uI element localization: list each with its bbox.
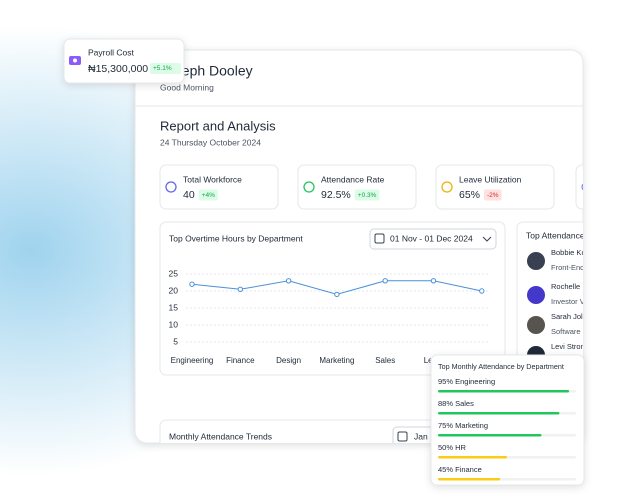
section-title: Report and Analysis — [160, 118, 276, 133]
kpi-label: Leave Utilization — [459, 174, 522, 184]
bar — [438, 456, 507, 459]
date-picker[interactable] — [369, 228, 497, 250]
kpi-icon — [303, 181, 315, 193]
kpi-value: 65% — [459, 189, 480, 201]
person-name: Levi Strom — [551, 342, 587, 351]
row-label: 50% HR — [438, 443, 467, 452]
payroll-popup: Payroll Cost ₦15,300,000 +5.1% — [63, 38, 185, 84]
change-badge — [150, 63, 181, 74]
kpi-icon — [441, 181, 453, 193]
kpi-value: 92.5% — [321, 189, 351, 201]
person-name: Rochelle — [551, 282, 580, 291]
bar — [438, 412, 560, 415]
kpi-label: Total Workforce — [183, 174, 242, 184]
data-point — [237, 286, 244, 292]
person-name: Bobbie Ko — [551, 248, 586, 257]
change-text: +4% — [202, 192, 215, 199]
row-label: 95% Engineering — [438, 377, 495, 386]
kpi-icon — [581, 182, 583, 192]
department-rows: 95% Engineering 88% Sales 75% Marketing 50%… — [438, 377, 576, 481]
kpi-value: 40 — [183, 189, 195, 201]
data-point — [430, 278, 437, 284]
kpi-card — [575, 164, 583, 210]
avatar — [527, 316, 545, 334]
date-range: 01 Nov - 01 Dec 2024 — [390, 233, 473, 243]
person-role: Investor V — [551, 297, 585, 306]
row-label: 75% Marketing — [438, 421, 488, 430]
bar — [438, 478, 501, 481]
person-name: Sarah Jol — [551, 312, 583, 321]
section-date: 24 Thursday October 2024 — [160, 137, 261, 147]
avatar — [527, 286, 545, 304]
chart-card — [159, 221, 506, 376]
kpi-card — [159, 164, 279, 210]
payroll-icon-dot — [73, 58, 77, 63]
department-popup: Top Monthly Attendance by Department 95%… — [430, 354, 585, 486]
kpi-icon — [165, 181, 177, 193]
bar — [438, 390, 570, 393]
y-tick-label: 10 — [169, 319, 179, 329]
popup-card — [430, 354, 585, 486]
x-tick-label: Finance — [226, 356, 255, 365]
popup-title: Top Monthly Attendance by Department — [438, 362, 564, 371]
kpi-card — [297, 164, 417, 210]
kpi-label: Attendance Rate — [321, 174, 385, 184]
y-tick-label: 20 — [169, 285, 179, 295]
data-point — [285, 278, 292, 284]
popup-title: Payroll Cost — [88, 47, 134, 57]
data-point — [189, 281, 195, 287]
data-point — [382, 278, 388, 284]
chart-title: Top Overtime Hours by Department — [169, 233, 303, 243]
person-role: Front-End — [551, 263, 584, 272]
x-tick-label: Engineering — [171, 356, 214, 365]
popup-card — [63, 38, 185, 84]
change-badge — [198, 189, 218, 201]
data-point — [334, 291, 340, 298]
x-tick-label: Design — [276, 356, 301, 365]
change-text: +5.1% — [153, 65, 172, 72]
greeting: Good Morning — [160, 82, 214, 92]
data-point — [479, 288, 485, 294]
change-badge — [354, 189, 380, 201]
y-tick-label: 5 — [173, 336, 178, 346]
bar — [438, 434, 542, 437]
kpi-card — [435, 164, 555, 210]
person-role: Software — [551, 327, 581, 336]
change-badge — [484, 189, 502, 201]
y-tick-label: 25 — [169, 268, 179, 278]
y-tick-label: 15 — [169, 302, 179, 312]
row-label: 45% Finance — [438, 465, 482, 474]
calendar-icon — [374, 233, 385, 244]
date-range: Jan — [414, 431, 428, 441]
trends-title: Monthly Attendance Trends — [169, 431, 272, 441]
avatar — [527, 252, 545, 270]
row-label: 88% Sales — [438, 399, 474, 408]
line-chart: 5 10 15 20 25 Engineering Finance Design Marketi… — [169, 268, 490, 365]
chevron — [482, 236, 492, 242]
kpi-row: Total Workforce 40 +4% Attendance Rate 92.5%… — [159, 164, 555, 210]
calendar-icon — [397, 431, 408, 442]
change-text: -2% — [487, 192, 499, 199]
x-tick-label: Marketing — [319, 356, 354, 365]
attendance-title: Top Attendance — [526, 230, 585, 240]
x-tick-label: Sales — [375, 356, 395, 365]
change-text: +0.3% — [358, 192, 377, 199]
popup-value: ₦15,300,000 — [88, 63, 148, 75]
